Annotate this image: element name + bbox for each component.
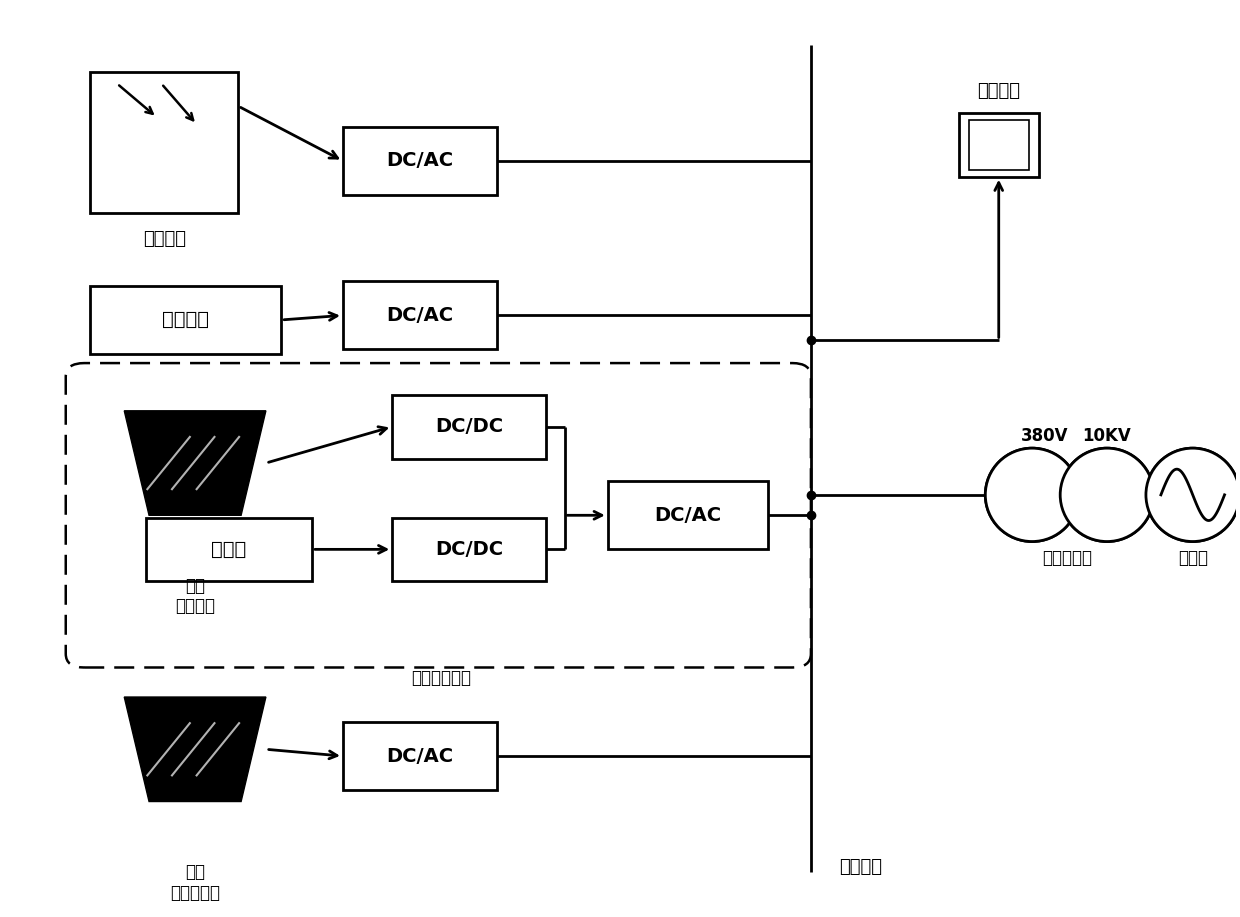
Text: 蓄电池: 蓄电池 xyxy=(211,540,247,558)
Ellipse shape xyxy=(1060,448,1153,542)
Text: 380V: 380V xyxy=(1022,427,1069,445)
Polygon shape xyxy=(124,411,265,515)
Bar xyxy=(91,286,281,354)
Text: 户用光储装置: 户用光储装置 xyxy=(412,669,471,688)
Text: 10KV: 10KV xyxy=(1083,427,1131,445)
Text: DC/DC: DC/DC xyxy=(435,540,503,558)
Ellipse shape xyxy=(1146,448,1240,542)
Bar xyxy=(392,395,546,458)
Bar xyxy=(968,120,1029,170)
Bar xyxy=(146,517,312,581)
Text: 测控装置: 测控装置 xyxy=(977,82,1021,100)
Polygon shape xyxy=(124,697,265,801)
Bar xyxy=(343,282,497,349)
Text: 户用
光伏组件: 户用 光伏组件 xyxy=(175,577,215,615)
Ellipse shape xyxy=(986,448,1079,542)
Ellipse shape xyxy=(986,448,1079,542)
Bar xyxy=(343,127,497,195)
Bar xyxy=(343,722,497,790)
Text: DC/AC: DC/AC xyxy=(387,306,454,325)
Text: 低压母线: 低压母线 xyxy=(838,858,882,877)
Text: 台区变压器: 台区变压器 xyxy=(1042,549,1092,568)
Text: 大电网: 大电网 xyxy=(1178,549,1208,568)
Text: DC/DC: DC/DC xyxy=(435,417,503,436)
Ellipse shape xyxy=(1060,448,1153,542)
Bar xyxy=(392,517,546,581)
Text: 光伏电站: 光伏电站 xyxy=(143,229,186,248)
Bar xyxy=(959,113,1039,177)
Text: 户用
不可控光伏: 户用 不可控光伏 xyxy=(170,863,219,901)
Text: 储能装置: 储能装置 xyxy=(162,311,210,329)
Ellipse shape xyxy=(1146,448,1240,542)
Bar xyxy=(608,481,768,549)
Text: DC/AC: DC/AC xyxy=(387,746,454,766)
Text: DC/AC: DC/AC xyxy=(387,151,454,171)
Bar xyxy=(91,72,238,213)
Text: DC/AC: DC/AC xyxy=(655,506,722,525)
